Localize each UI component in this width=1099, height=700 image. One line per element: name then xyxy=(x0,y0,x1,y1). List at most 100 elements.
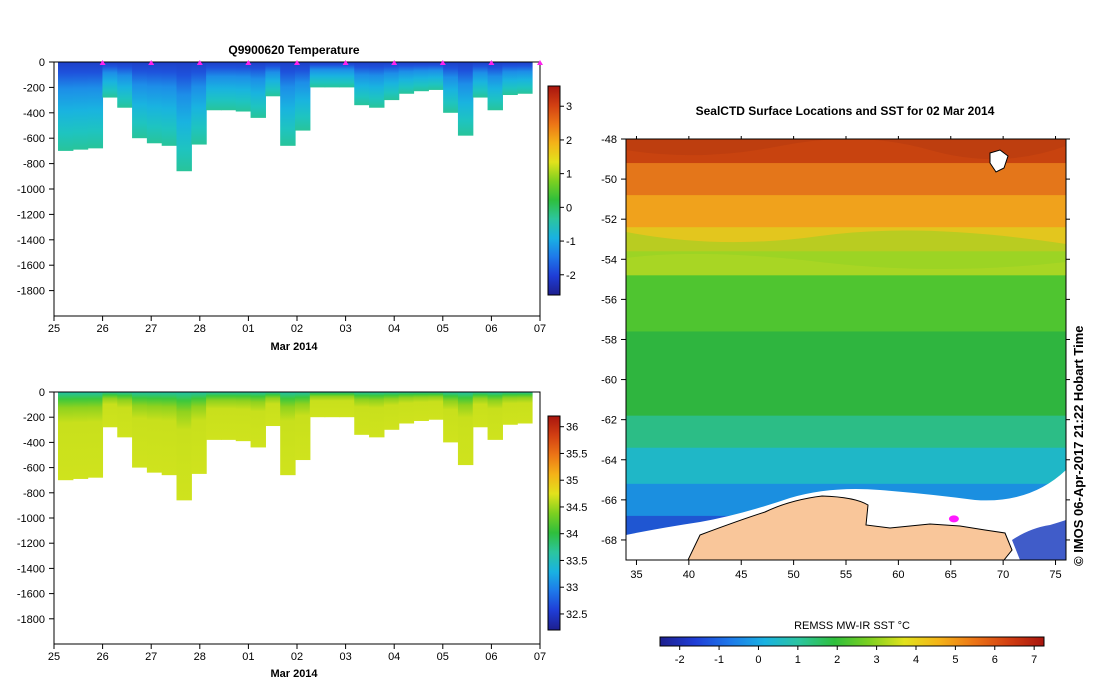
profile-column xyxy=(265,392,281,427)
sst-colorbar-tick-label: 4 xyxy=(913,654,919,666)
colorbar-tick-label: 0 xyxy=(566,202,572,214)
y-tick-label: -1600 xyxy=(17,260,45,272)
y-tick-label: -200 xyxy=(23,82,45,94)
salinity-colorbar xyxy=(547,415,561,631)
profile-column xyxy=(517,62,533,94)
colorbar-tick-label: 32.5 xyxy=(566,609,587,621)
sst-colorbar-tick-label: 2 xyxy=(834,654,840,666)
profile-column xyxy=(517,392,533,424)
x-tick-label: 03 xyxy=(339,651,351,663)
profile-column xyxy=(250,62,266,118)
profile-column xyxy=(280,392,296,476)
lon-tick-label: 70 xyxy=(997,569,1009,581)
sst-map: SealCTD Surface Locations and SST for 02… xyxy=(601,104,1086,666)
sst-colorbar-ticks: -2 -1 0 1 2 3 4 5 6 7 xyxy=(675,646,1037,666)
profile-column xyxy=(487,62,503,111)
cast-marker xyxy=(342,60,349,65)
sst-colorbar xyxy=(659,636,1045,647)
colorbar-tick-label: 3 xyxy=(566,101,572,113)
cast-marker xyxy=(148,60,155,65)
profile-column xyxy=(280,62,296,146)
colorbar-tick-label: -2 xyxy=(566,270,576,282)
coastal-cold-water xyxy=(1012,520,1066,560)
temperature-profiles xyxy=(58,62,533,172)
x-tick-label: 26 xyxy=(96,651,108,663)
y-tick-label: -1800 xyxy=(17,286,45,298)
lon-tick-label: 55 xyxy=(840,569,852,581)
profile-column xyxy=(191,392,207,474)
profile-column xyxy=(324,392,341,418)
profile-column xyxy=(58,392,74,481)
profile-column xyxy=(457,62,474,136)
lat-tick-label: -62 xyxy=(601,415,617,427)
profile-column xyxy=(443,62,459,113)
profile-column xyxy=(206,392,222,440)
profile-column xyxy=(413,392,429,421)
lat-tick-label: -48 xyxy=(601,134,617,146)
sst-colorbar-label: REMSS MW-IR SST °C xyxy=(794,620,910,632)
sst-colorbar-tick-label: 6 xyxy=(992,654,998,666)
kerguelen-island xyxy=(989,149,1009,173)
profile-column xyxy=(383,62,400,101)
x-tick-label: 27 xyxy=(145,651,157,663)
x-tick-label: 27 xyxy=(145,323,157,335)
y-tick-label: -600 xyxy=(23,463,45,475)
y-tick-label: -1000 xyxy=(17,513,45,525)
lon-tick-label: 35 xyxy=(630,569,642,581)
lat-tick-label: -50 xyxy=(601,174,617,186)
sst-warm-patch xyxy=(626,139,1066,160)
x-tick-label: 04 xyxy=(388,651,400,663)
temperature-cast-markers xyxy=(99,60,543,65)
profile-column xyxy=(265,62,281,97)
cast-marker xyxy=(294,60,300,65)
profile-column xyxy=(132,392,148,468)
y-tick-label: -1800 xyxy=(17,614,45,626)
profile-column xyxy=(235,392,252,442)
lat-tick-label: -60 xyxy=(601,375,617,387)
x-tick-label: 06 xyxy=(485,323,497,335)
imos-credit: © IMOS 06-Apr-2017 21:22 Hobart Time xyxy=(1071,325,1086,566)
profile-column xyxy=(502,62,518,96)
profile-column xyxy=(472,392,489,428)
y-tick-label: -200 xyxy=(23,412,45,424)
profile-column xyxy=(102,62,118,98)
profile-column xyxy=(250,392,266,448)
profile-column xyxy=(132,62,148,139)
colorbar-tick-label: 1 xyxy=(566,169,572,181)
lon-tick-label: 40 xyxy=(683,569,695,581)
antarctic-land xyxy=(687,495,1013,560)
temperature-section-plot: Q9900620 Temperature 0 -200 -400 -600 -800 -1… xyxy=(17,43,576,353)
y-tick-label: -600 xyxy=(23,133,45,145)
colorbar-tick-label: 35.5 xyxy=(566,448,587,460)
sst-band xyxy=(626,275,1066,332)
profile-column xyxy=(487,392,503,440)
x-tick-label: 02 xyxy=(291,323,303,335)
cast-marker xyxy=(196,60,203,65)
sst-color-bands xyxy=(626,139,1066,560)
temperature-x-axis: 25 26 27 28 01 02 03 04 05 06 07 xyxy=(48,316,546,335)
x-tick-label: 05 xyxy=(437,323,449,335)
sst-colorbar-tick-label: -1 xyxy=(714,654,724,666)
profile-column xyxy=(354,62,370,106)
x-tick-label: 01 xyxy=(242,323,254,335)
profile-column xyxy=(235,62,252,112)
profile-column xyxy=(161,392,178,476)
temperature-x-axis-label: Mar 2014 xyxy=(270,341,318,353)
lat-tick-label: -68 xyxy=(601,535,617,547)
x-tick-label: 26 xyxy=(96,323,108,335)
map-area xyxy=(626,139,1066,560)
y-tick-label: -800 xyxy=(23,159,45,171)
x-tick-label: 04 xyxy=(388,323,400,335)
sst-colorbar-tick-label: 1 xyxy=(795,654,801,666)
y-tick-label: 0 xyxy=(39,387,45,399)
x-tick-label: 05 xyxy=(437,651,449,663)
salinity-profiles xyxy=(58,392,533,501)
profile-column xyxy=(309,62,326,88)
profile-column xyxy=(324,62,341,88)
salinity-section-plot: 0 -200 -400 -600 -800 -1000 -1200 -1400 -1600 -18… xyxy=(17,387,588,680)
sst-colorbar-tick-label: 7 xyxy=(1031,654,1037,666)
y-tick-label: -400 xyxy=(23,108,45,120)
y-tick-label: -400 xyxy=(23,437,45,449)
profile-column xyxy=(87,392,104,478)
